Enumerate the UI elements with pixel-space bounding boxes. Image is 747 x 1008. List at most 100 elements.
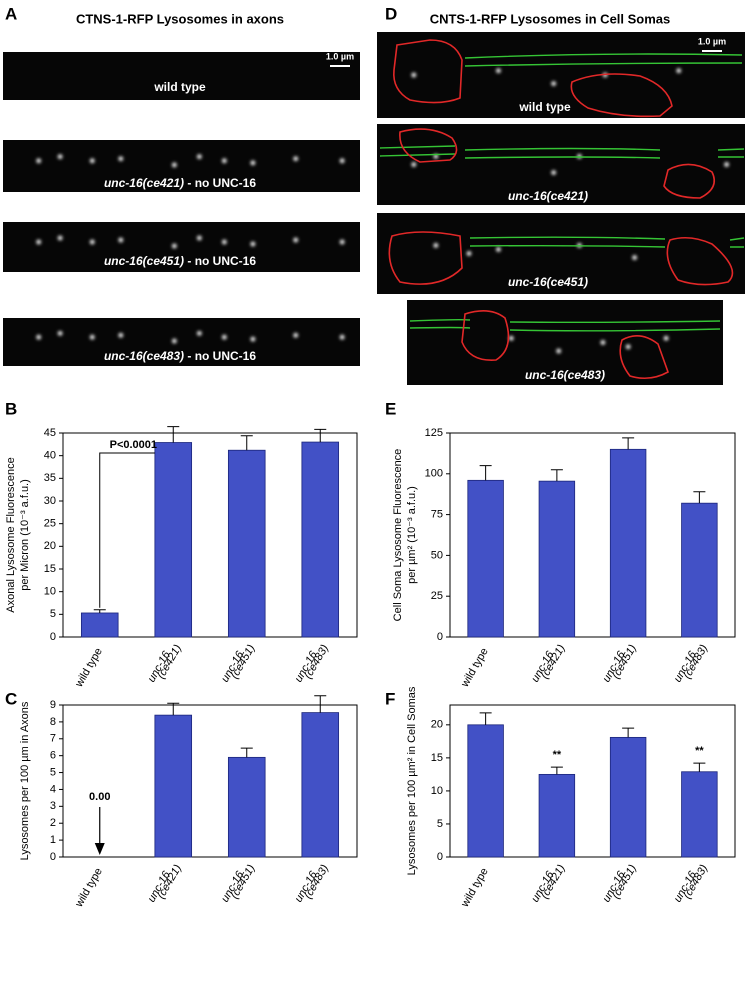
lysosome-spot [36, 158, 42, 164]
lysosome-spot [293, 237, 299, 243]
y-tick-label: 8 [50, 716, 56, 728]
note: - no UNC-16 [187, 349, 256, 363]
error-bar [693, 762, 706, 772]
plot-frame [62, 704, 358, 858]
plot-frame [62, 432, 358, 638]
image-label: unc-16(ce451) [508, 275, 588, 289]
bar [227, 756, 266, 858]
lysosome-spot [551, 81, 557, 86]
lysosome-spot [118, 332, 124, 338]
lysosome-spot [171, 243, 177, 249]
lysosome-spot [221, 239, 227, 245]
lysosome-spot [625, 344, 631, 350]
bar [681, 771, 718, 858]
y-tick-label: 7 [50, 733, 56, 745]
error-bar [693, 491, 706, 504]
error-bar [167, 702, 180, 716]
lysosome-spot [171, 162, 177, 168]
y-tick-label: 5 [50, 766, 56, 778]
lysosome-spot [36, 334, 42, 340]
lysosome-spot [724, 162, 729, 167]
lysosome-spot [221, 158, 227, 164]
panel-letter: B [5, 399, 17, 418]
lysosome-spot [250, 160, 256, 166]
lysosome-spot [89, 158, 95, 164]
lysosome-spot [221, 334, 227, 340]
y-tick-label: 30 [44, 495, 56, 507]
arrow-head [94, 843, 105, 855]
y-axis-label: per µm² (10⁻³ a.f.u.) [406, 486, 418, 584]
genotype: unc-16(ce421) [508, 189, 588, 203]
image-group [377, 32, 745, 385]
value-label: 0.00 [89, 791, 110, 803]
x-tick-label: wild type [458, 646, 490, 690]
error-bar [93, 609, 106, 613]
lysosome-spot [57, 235, 63, 241]
lysosome-spot [411, 162, 417, 167]
error-bar [550, 469, 563, 482]
lysosome-spot [556, 348, 562, 354]
lysosome-spot [171, 338, 177, 344]
x-tick-label: unc-16(ce483) [672, 639, 711, 687]
lysosome-spot [89, 239, 95, 245]
bar [538, 773, 576, 858]
y-tick-label: 25 [431, 590, 443, 602]
y-tick-label: 50 [431, 549, 443, 561]
lysosome-spot [600, 340, 606, 345]
y-tick-label: 3 [50, 800, 56, 812]
significance: ** [695, 745, 704, 757]
panel-title: CNTS-1-RFP Lysosomes in Cell Somas [430, 11, 671, 26]
microscopy-decor [379, 39, 745, 380]
micrograph [3, 140, 360, 192]
lysosome-spot [293, 332, 299, 338]
panel-letter: D [385, 4, 397, 23]
y-axis-label: Lysosomes per 100 µm in Axons [19, 701, 31, 860]
y-axis-label: per Micron (10⁻³ a.f.u.) [19, 479, 31, 591]
bar [227, 449, 266, 638]
error-bar [167, 426, 180, 443]
bar [467, 479, 504, 638]
scale-bar-label: 1.0 µm [326, 51, 354, 61]
y-tick-label: 75 [431, 509, 443, 521]
lysosome-spot [663, 335, 669, 341]
genotype: wild type [153, 80, 206, 94]
x-tick-label: unc-16(ce421) [529, 859, 568, 907]
error-bar [622, 727, 635, 738]
bar [154, 714, 193, 858]
error-bar [479, 712, 492, 725]
y-tick-label: 5 [50, 608, 56, 620]
genotype: unc-16(ce483) [525, 368, 605, 382]
lysosome-spot [551, 170, 557, 176]
image-label: unc-16(ce451) - no UNC-16 [104, 254, 256, 268]
lysosome-spot [339, 158, 345, 164]
y-tick-label: 15 [44, 563, 56, 575]
y-tick-label: 100 [425, 468, 443, 480]
y-tick-label: 9 [50, 699, 56, 711]
lysosome-spot [676, 68, 682, 74]
x-tick-label: unc-16(ce483) [293, 639, 332, 687]
image-label: unc-16(ce483) - no UNC-16 [104, 349, 256, 363]
y-tick-label: 20 [431, 719, 443, 731]
lysosome-spot [466, 251, 472, 256]
lysosome-spot [196, 330, 202, 336]
note: - no UNC-16 [187, 176, 256, 190]
x-tick-label: wild type [73, 866, 105, 910]
lysosome-spot [118, 237, 124, 243]
y-tick-label: 1 [50, 834, 56, 846]
lysosome-spot [89, 334, 95, 340]
x-tick-label: wild type [458, 866, 490, 910]
y-tick-label: 0 [50, 851, 56, 863]
plot-frame [449, 432, 736, 638]
error-bar [314, 428, 327, 443]
micrograph [377, 213, 745, 294]
lysosome-spot [339, 334, 345, 340]
comparison-bracket [99, 452, 155, 608]
lysosome-spot [496, 247, 501, 252]
error-bar [240, 435, 253, 451]
y-tick-label: 10 [44, 586, 56, 598]
bar [681, 502, 718, 638]
bar [467, 724, 504, 858]
y-tick-label: 0 [50, 631, 56, 643]
micrograph [3, 222, 360, 272]
